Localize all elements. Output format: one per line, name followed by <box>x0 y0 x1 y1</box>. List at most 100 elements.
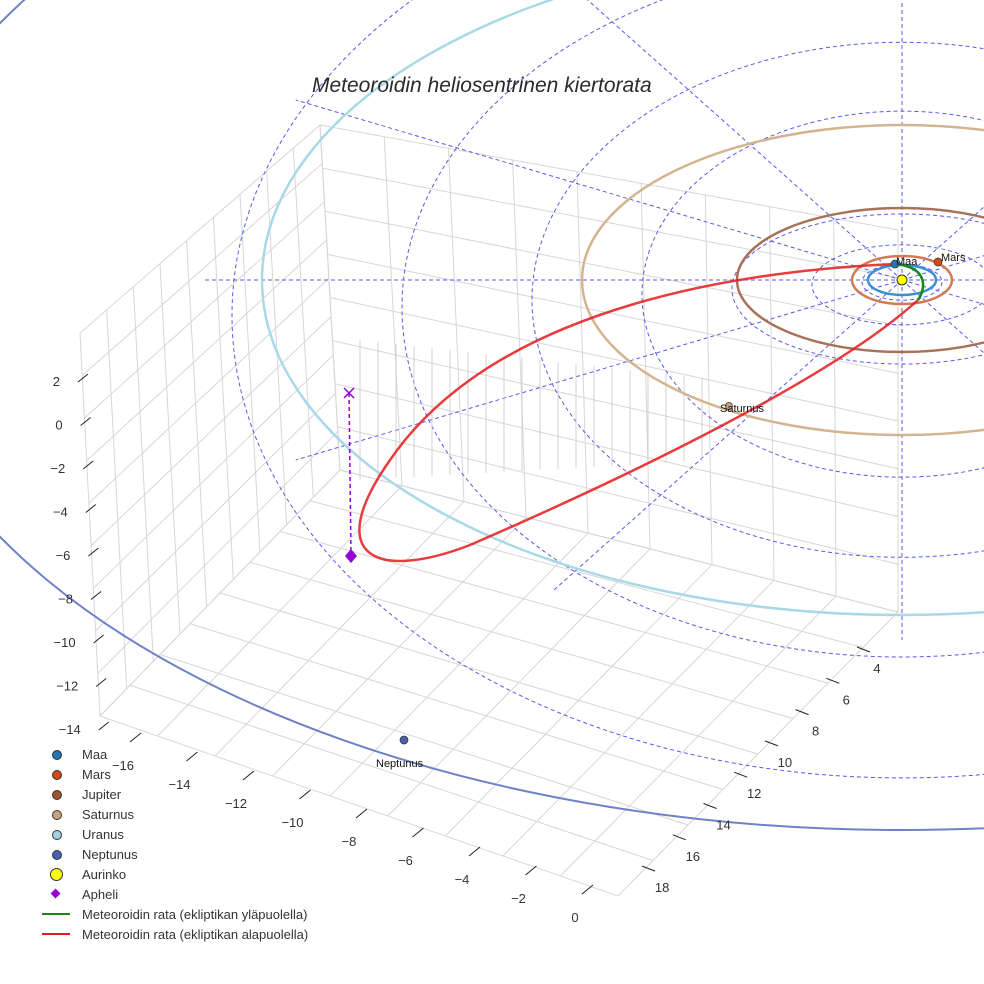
wall-grid-line <box>106 309 128 689</box>
x-tick-mark <box>412 827 424 838</box>
wall-grid-line <box>239 194 261 553</box>
x-tick-mark <box>581 884 594 895</box>
floor-grid-line <box>129 684 654 861</box>
z-tick-label: 2 <box>53 374 60 389</box>
y-tick-label: 10 <box>778 755 792 770</box>
z-tick-mark <box>93 634 104 644</box>
legend-label: Meteoroidin rata (ekliptikan alapuolella… <box>82 926 309 942</box>
mars-marker <box>933 257 943 267</box>
x-tick-label: −8 <box>342 834 357 849</box>
wall-grid-line <box>84 201 325 419</box>
neptunus-orbit <box>0 0 984 831</box>
ecliptic-grid-spoke <box>901 279 984 354</box>
y-tick-mark <box>826 677 840 684</box>
wall-grid-line <box>79 124 321 334</box>
floor-grid-line <box>159 654 689 826</box>
legend-item[interactable]: Meteoroidin rata (ekliptikan alapuolella… <box>36 924 308 944</box>
circle-marker-icon <box>36 844 76 864</box>
y-tick-mark <box>856 646 871 653</box>
z-tick-label: −8 <box>58 592 73 607</box>
legend-item[interactable]: Mars <box>36 764 308 784</box>
y-tick-label: 18 <box>655 880 669 895</box>
x-tick-label: −6 <box>398 853 413 868</box>
legend-item[interactable]: Apheli <box>36 884 308 904</box>
legend-label: Meteoroidin rata (ekliptikan yläpuolella… <box>82 906 308 922</box>
wall-grid-line <box>81 162 323 376</box>
legend-item[interactable]: Maa <box>36 744 308 764</box>
y-tick-mark <box>795 709 809 716</box>
floor-grid-line <box>189 623 724 790</box>
wall-grid-line <box>327 253 899 374</box>
floor-grid-line <box>309 500 864 648</box>
circle-marker-icon <box>36 824 76 844</box>
y-tick-mark <box>703 803 717 809</box>
legend-item[interactable]: Uranus <box>36 824 308 844</box>
neptunus-label: Neptunus <box>376 758 424 770</box>
legend-label: Saturnus <box>82 806 135 822</box>
wall-grid-line <box>322 167 899 279</box>
legend-label: Aurinko <box>82 866 127 882</box>
x-tick-mark <box>355 808 368 819</box>
legend: Maa Mars Jupiter Saturnus Uranus Neptunus Auri… <box>36 744 308 944</box>
ecliptic-grid-spoke <box>295 99 903 281</box>
wall-grid-line <box>186 240 208 607</box>
axis-box-grid <box>79 124 899 897</box>
diamond-marker-icon <box>36 884 76 904</box>
legend-item[interactable]: Saturnus <box>36 804 308 824</box>
x-tick-mark <box>299 789 311 800</box>
markers: Maa Mars Saturnus Neptunus <box>343 252 966 770</box>
legend-item[interactable]: Jupiter <box>36 784 308 804</box>
circle-marker-icon <box>36 744 76 764</box>
meteoroid-orbit <box>348 262 925 563</box>
wall-grid-line <box>97 431 339 674</box>
z-tick-label: −6 <box>56 548 71 563</box>
x-tick-label: −12 <box>225 796 247 811</box>
wall-grid-line <box>88 277 330 504</box>
circle-marker-icon <box>36 864 76 884</box>
legend-label: Maa <box>82 746 108 762</box>
wall-grid-line <box>339 469 899 613</box>
wall-grid-line <box>337 426 899 565</box>
circle-marker-icon <box>36 804 76 824</box>
y-tick-label: 16 <box>686 849 700 864</box>
ecliptic-grid-circle <box>531 41 984 558</box>
floor-grid-line <box>249 561 794 719</box>
legend-label: Jupiter <box>82 786 122 802</box>
legend-label: Uranus <box>82 826 124 842</box>
wall-grid-line <box>334 383 899 517</box>
y-tick-label: 8 <box>812 724 819 739</box>
z-tick-label: −12 <box>56 679 78 694</box>
mars-orbit <box>850 254 954 306</box>
wall-grid-line <box>329 297 899 422</box>
chart-title: Meteoroidin heliosentrinen kiertorata <box>312 74 652 97</box>
neptunus-marker <box>399 735 409 745</box>
circle-marker-icon <box>36 784 76 804</box>
ecliptic-grid-spoke <box>901 206 984 281</box>
x-tick-label: 0 <box>571 910 578 925</box>
mars-label: Mars <box>941 252 966 264</box>
z-tick-label: −4 <box>53 505 68 520</box>
x-tick-label: −2 <box>511 891 526 906</box>
x-tick-mark <box>525 865 537 876</box>
wall-grid-line <box>132 286 154 662</box>
legend-item[interactable]: Aurinko <box>36 864 308 884</box>
meteoroid-orbit-above <box>895 262 925 301</box>
z-tick-mark <box>80 417 91 426</box>
wall-grid-line <box>159 263 181 635</box>
wall-grid-line <box>212 217 234 580</box>
meteoroid-orbit-below <box>358 262 919 563</box>
y-tick-label: 4 <box>873 661 880 676</box>
z-tick-label: −10 <box>54 635 76 650</box>
legend-item[interactable]: Neptunus <box>36 844 308 864</box>
legend-label: Neptunus <box>82 846 138 862</box>
x-tick-label: −16 <box>112 758 134 773</box>
aphelion-marker <box>345 549 357 563</box>
legend-label: Apheli <box>82 886 119 902</box>
legend-item[interactable]: Meteoroidin rata (ekliptikan yläpuolella… <box>36 904 308 924</box>
y-tick-label: 14 <box>716 818 730 833</box>
x-tick-label: −4 <box>455 872 470 887</box>
y-tick-label: 6 <box>843 692 850 707</box>
aphelion-projection-marker <box>343 387 355 399</box>
wall-grid-line <box>99 469 341 717</box>
